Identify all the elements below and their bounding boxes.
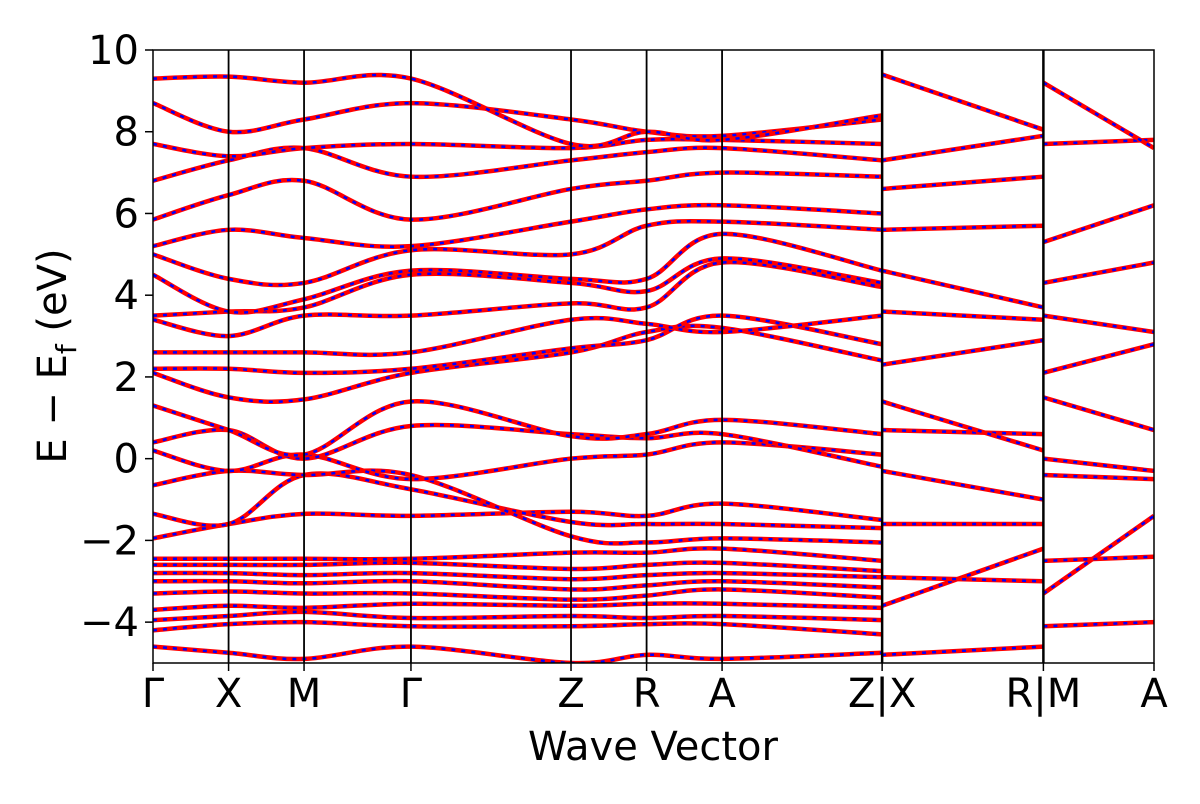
x-axis: Γ X M Γ Z R A Z|X R|M A <box>142 663 1168 717</box>
x-tick-label-7: Z|X <box>848 671 916 717</box>
band-line-overlay-50 <box>1043 261 1154 285</box>
band-line-overlay-40 <box>881 134 1044 162</box>
band-line-overlay-21 <box>153 219 883 287</box>
y-tick-label-0: −4 <box>80 600 139 646</box>
band-line-overlay-37 <box>881 269 1044 309</box>
band-line-overlay-2 <box>153 610 883 622</box>
band-line-41 <box>881 72 1045 132</box>
band-lines <box>153 72 1154 663</box>
band-line-overlay-7 <box>153 561 883 573</box>
y-tick-label-1: −2 <box>80 518 139 564</box>
x-tick-label-3: Γ <box>400 671 423 717</box>
band-line-44 <box>1043 554 1154 564</box>
band-line-overlay-3 <box>153 602 883 612</box>
band-line-overlay-49 <box>1043 314 1154 334</box>
band-line-overlay-34 <box>881 400 1044 452</box>
kpoint-lines <box>227 50 1045 663</box>
band-line-overlay-20 <box>153 232 883 314</box>
y-tick-label-4: 4 <box>114 273 139 319</box>
band-line-overlay-39 <box>882 175 1044 191</box>
band-line-overlay-6 <box>153 571 883 581</box>
band-line-53 <box>1042 80 1154 151</box>
x-tick-label-6: A <box>708 671 736 717</box>
x-tick-label-8: R|M <box>1005 671 1081 717</box>
band-line-overlay-5 <box>153 579 883 591</box>
y-axis: −4 −2 0 2 4 6 8 10 <box>80 28 153 646</box>
band-line-9 <box>153 501 883 541</box>
band-line-overlay-23 <box>153 171 883 221</box>
band-line-46 <box>1043 456 1154 474</box>
band-line-8 <box>153 546 883 564</box>
band-line-overlay-43 <box>1042 514 1154 595</box>
x-tick-label-9: A <box>1140 671 1168 717</box>
band-line-51 <box>1042 203 1154 245</box>
band-line-overlay-45 <box>1043 473 1154 481</box>
x-tick-label-2: M <box>287 671 322 717</box>
band-line-overlay-53 <box>1042 81 1154 150</box>
band-line-20 <box>153 231 883 315</box>
band-line-42 <box>1043 619 1154 629</box>
plot-frame <box>152 49 1155 664</box>
band-line-overlay-24 <box>153 146 883 182</box>
x-tick-label-0: Γ <box>142 671 165 717</box>
band-line-overlay-44 <box>1043 555 1154 563</box>
y-tick-label-2: 0 <box>114 437 139 483</box>
band-line-45 <box>1043 472 1154 482</box>
band-line-overlay-8 <box>153 547 883 563</box>
band-line-overlay-38 <box>882 224 1044 232</box>
band-line-overlay-29 <box>881 547 1044 607</box>
band-line-overlay-52 <box>1043 138 1154 146</box>
band-line-50 <box>1042 260 1154 286</box>
band-line-overlay-32 <box>881 469 1044 501</box>
x-tick-label-1: X <box>215 671 242 717</box>
y-tick-label-6: 8 <box>114 110 139 156</box>
x-tick-label-5: R <box>633 671 661 717</box>
band-line-overlay-42 <box>1043 620 1154 628</box>
band-line-overlay-46 <box>1043 457 1154 473</box>
y-tick-label-3: 2 <box>114 355 139 401</box>
band-line-overlay-1 <box>153 620 883 636</box>
band-line-48 <box>1042 342 1154 376</box>
band-line-0 <box>153 644 883 663</box>
band-line-overlay-33 <box>882 428 1044 436</box>
band-line-overlay-4 <box>153 588 883 601</box>
y-tick-label-7: 10 <box>88 28 139 74</box>
x-axis-label: Wave Vector <box>528 724 779 770</box>
band-line-overlay-35 <box>881 338 1044 366</box>
y-tick-label-5: 6 <box>114 191 139 237</box>
band-line-47 <box>1042 395 1154 433</box>
band-line-overlay-18 <box>153 260 883 338</box>
band-line-16 <box>153 313 883 376</box>
y-axis-label: E − Ef (eV) <box>30 248 83 463</box>
band-line-overlay-15 <box>153 324 883 403</box>
band-line-overlay-36 <box>882 310 1044 321</box>
band-line-overlay-41 <box>881 73 1044 131</box>
band-line-overlay-30 <box>882 575 1044 583</box>
band-line-49 <box>1043 313 1154 335</box>
band-line-overlay-16 <box>153 314 883 375</box>
band-line-23 <box>153 170 883 222</box>
x-tick-label-4: Z <box>557 671 584 717</box>
band-line-overlay-28 <box>882 645 1044 657</box>
band-line-overlay-14 <box>153 400 883 457</box>
